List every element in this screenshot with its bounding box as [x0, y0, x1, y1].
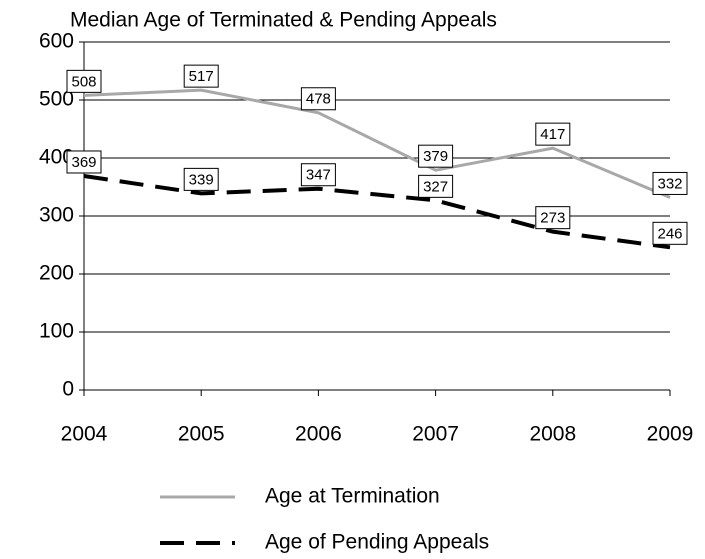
data-label-box — [66, 150, 102, 174]
y-tick-label: 0 — [62, 378, 74, 401]
data-label-box — [652, 221, 688, 245]
series-line — [83, 88, 671, 199]
data-label-box — [418, 174, 454, 198]
data-label: 478 — [306, 91, 331, 108]
x-tick-label: 2006 — [295, 423, 342, 446]
data-label-box — [183, 64, 219, 88]
data-label: 379 — [423, 148, 448, 165]
data-label-box — [535, 122, 571, 146]
data-label: 339 — [189, 171, 214, 188]
data-label: 273 — [540, 210, 565, 227]
data-label: 327 — [423, 178, 448, 195]
y-tick-label: 600 — [39, 30, 74, 53]
data-label-box — [183, 167, 219, 191]
chart-title: Median Age of Terminated & Pending Appea… — [70, 9, 497, 32]
data-label-box — [535, 206, 571, 230]
data-label: 246 — [657, 225, 682, 242]
y-tick-label: 500 — [39, 88, 74, 111]
data-label: 332 — [657, 175, 682, 192]
x-tick-label: 2004 — [61, 423, 108, 446]
data-label-box — [418, 144, 454, 168]
data-label-box — [300, 87, 336, 111]
x-tick-label: 2008 — [529, 423, 576, 446]
x-tick-label: 2005 — [178, 423, 225, 446]
y-tick-label: 300 — [39, 204, 74, 227]
data-label: 347 — [306, 167, 331, 184]
data-label: 369 — [71, 154, 96, 171]
data-label: 508 — [71, 73, 96, 90]
legend-label: Age at Termination — [265, 485, 440, 508]
data-label: 517 — [189, 68, 214, 85]
data-label-box — [652, 171, 688, 195]
y-tick-label: 400 — [39, 146, 74, 169]
y-tick-label: 100 — [39, 320, 74, 343]
series-line — [83, 174, 671, 250]
data-label-box — [66, 69, 102, 93]
data-label-box — [300, 163, 336, 187]
data-label: 417 — [540, 126, 565, 143]
x-tick-label: 2009 — [647, 423, 694, 446]
y-tick-label: 200 — [39, 262, 74, 285]
legend-label: Age of Pending Appeals — [265, 531, 489, 554]
x-tick-label: 2007 — [412, 423, 459, 446]
